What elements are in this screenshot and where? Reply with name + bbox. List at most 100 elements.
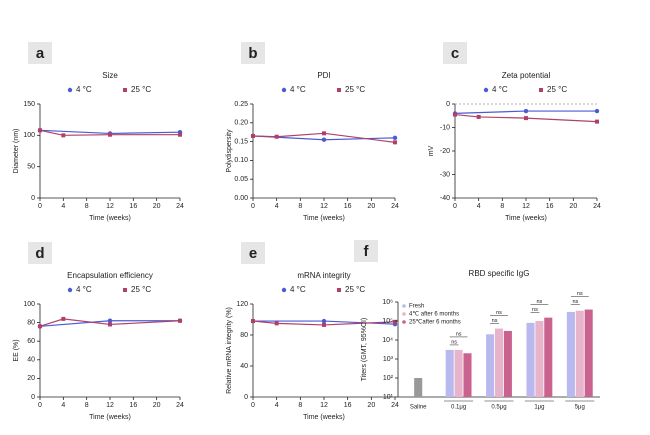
y-axis-label: Relative mRNA integrity (%)	[226, 307, 233, 394]
bar	[463, 353, 472, 397]
x-tick-label: 24	[593, 203, 601, 210]
x-tick-label: 0	[251, 402, 255, 409]
y-tick-label: 0	[446, 101, 450, 108]
x-tick-label: 24	[391, 402, 399, 409]
marker	[322, 322, 326, 327]
bar	[503, 330, 512, 397]
marker	[61, 133, 66, 138]
legend-label: 4 °C	[76, 85, 92, 94]
marker	[178, 318, 182, 323]
x-tick-label: 24	[391, 203, 399, 210]
x-tick-label: 0	[38, 203, 42, 210]
annotation: ns	[572, 299, 578, 305]
x-tick-label: 8	[500, 203, 504, 210]
y-axis-label: Diameter (nm)	[13, 129, 20, 174]
x-tick-label: 20	[153, 402, 161, 409]
y-tick-label: 10⁶	[382, 299, 393, 306]
x-axis-label: Time (weeks)	[505, 215, 547, 222]
x-tick-label: 4	[61, 402, 65, 409]
chart-title: mRNA integrity	[297, 271, 350, 280]
y-tick-label: 0.10	[234, 157, 248, 164]
panel-letter-box	[241, 42, 265, 64]
y-tick-label: 80	[240, 332, 248, 339]
x-tick-label: 12	[106, 203, 114, 210]
legend-label: 4 °C	[492, 85, 508, 94]
y-tick-label: 0	[244, 394, 248, 401]
panel-letter-box	[28, 242, 52, 264]
x-tick-label: 8	[85, 402, 89, 409]
x-tick-label: 4	[61, 203, 65, 210]
annotation: ns	[456, 331, 462, 337]
x-tick-label: 24	[176, 402, 184, 409]
marker	[321, 318, 327, 324]
marker	[524, 116, 528, 121]
panel-letter: a	[36, 45, 45, 62]
y-tick-label: 120	[236, 301, 248, 308]
bar	[486, 334, 495, 397]
marker	[453, 112, 457, 117]
y-tick-label: 20	[27, 375, 35, 382]
x-tick-label: 0	[38, 402, 42, 409]
x-tick-label: 5μg	[575, 405, 585, 411]
y-tick-label: 0.25	[234, 101, 248, 108]
marker	[108, 322, 112, 327]
bar	[584, 309, 593, 397]
x-tick-label: 4	[477, 203, 481, 210]
bar	[414, 378, 423, 397]
legend-label: 25℃after 6 months	[409, 320, 461, 326]
x-tick-label: 8	[298, 402, 302, 409]
legend-marker	[337, 88, 341, 92]
marker	[274, 321, 279, 326]
y-tick-label: 150	[23, 101, 35, 108]
x-tick-label: 24	[176, 203, 184, 210]
marker	[107, 318, 113, 323]
legend-marker	[402, 312, 406, 316]
bar	[445, 349, 454, 397]
panel-letter: e	[249, 245, 257, 262]
chart-title: Zeta potential	[502, 71, 551, 80]
annotation: ns	[496, 310, 502, 316]
legend-marker	[402, 320, 406, 324]
annotation: ns	[532, 307, 538, 313]
chart-title: Encapsulation efficiency	[67, 271, 153, 280]
legend-marker	[281, 87, 287, 93]
marker	[274, 134, 279, 139]
x-tick-label: 12	[522, 203, 530, 210]
y-tick-label: 60	[27, 338, 35, 345]
x-axis-label: Time (weeks)	[89, 215, 131, 222]
legend-label: 4 °C	[290, 85, 306, 94]
legend-marker	[123, 288, 127, 292]
x-tick-label: 4	[275, 402, 279, 409]
marker	[108, 132, 112, 137]
y-tick-label: 50	[27, 164, 35, 171]
marker	[594, 108, 600, 114]
panel-letter-box	[354, 240, 378, 262]
panel-letter: f	[364, 243, 370, 260]
marker	[251, 133, 255, 138]
y-tick-label: 100	[23, 301, 35, 308]
x-tick-label: 16	[546, 203, 554, 210]
y-tick-label: 10³	[383, 356, 394, 363]
marker	[393, 140, 397, 145]
panel-letter-box	[241, 242, 265, 264]
x-axis-label: Time (weeks)	[303, 414, 345, 421]
x-tick-label: 0	[453, 203, 457, 210]
x-tick-label: 8	[298, 203, 302, 210]
y-tick-label: -20	[440, 148, 450, 155]
marker	[523, 108, 529, 114]
y-tick-label: 0.05	[234, 176, 248, 183]
legend-marker	[539, 88, 543, 92]
x-tick-label: 20	[153, 203, 161, 210]
x-tick-label: 4	[275, 203, 279, 210]
legend-label: 25 °C	[131, 285, 151, 294]
x-tick-label: 16	[344, 402, 352, 409]
y-tick-label: 10¹	[383, 394, 394, 401]
bar	[454, 349, 463, 397]
marker	[392, 135, 398, 141]
y-tick-label: 10⁵	[382, 318, 393, 325]
x-axis-label: Time (weeks)	[303, 215, 345, 222]
legend-label: 25 °C	[547, 85, 567, 94]
legend-label: 4℃ after 6 months	[409, 312, 459, 318]
legend-label: 25 °C	[345, 285, 365, 294]
y-axis-label: mV	[428, 145, 435, 156]
